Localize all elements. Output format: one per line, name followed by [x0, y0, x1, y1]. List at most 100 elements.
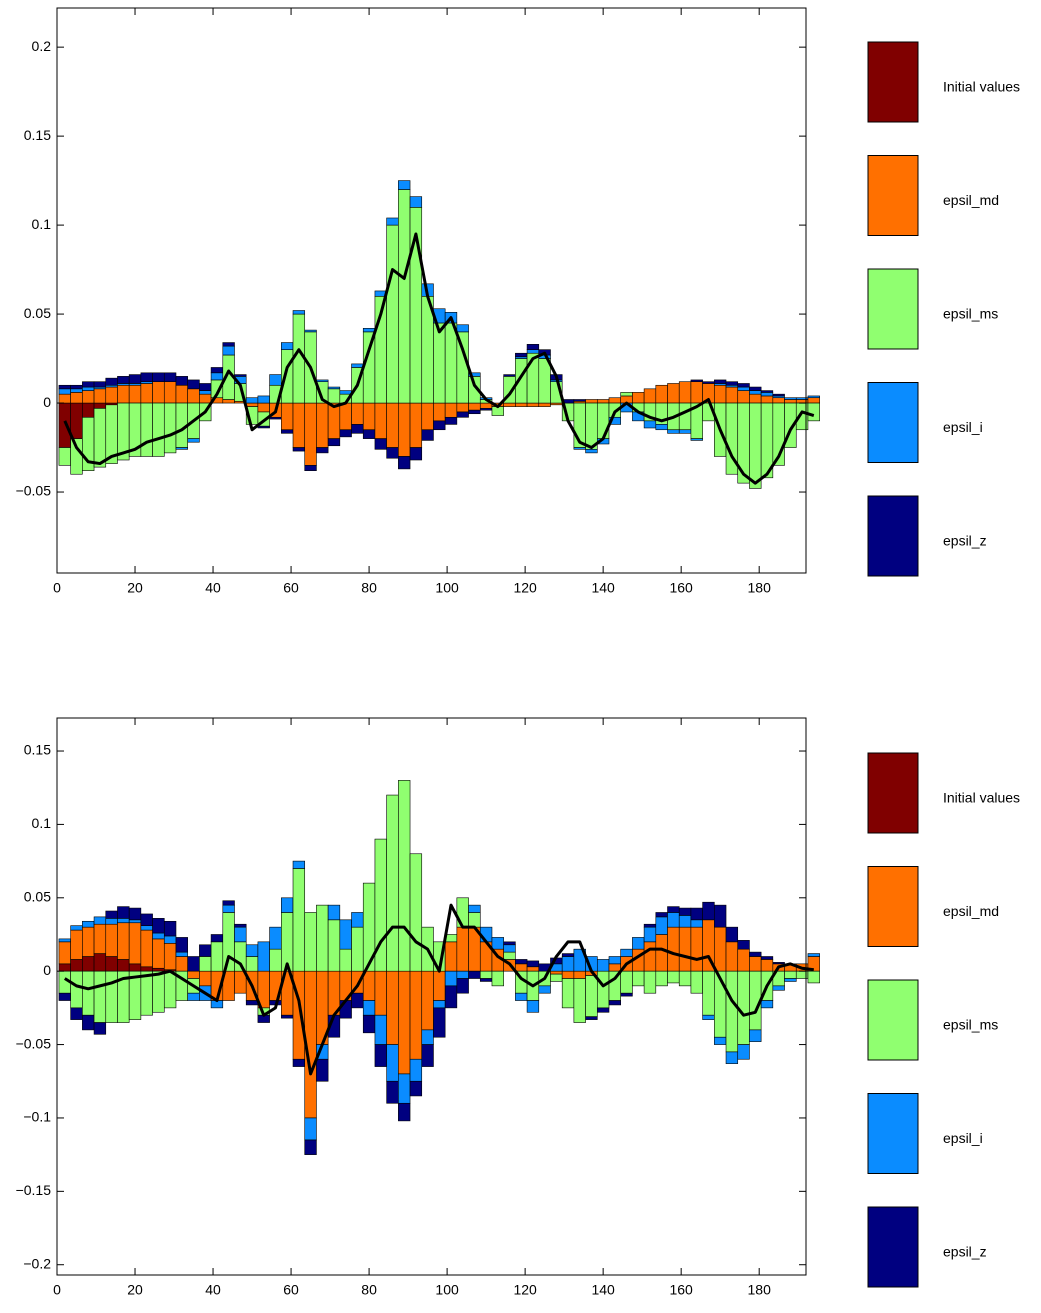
bar-segment — [456, 926, 469, 972]
bar-segment — [222, 900, 235, 906]
bar-segment — [374, 1044, 387, 1067]
bar-segment — [643, 926, 657, 943]
bar-segment — [351, 402, 364, 425]
x-tick-label: 180 — [748, 580, 772, 596]
bar-segment — [152, 967, 165, 972]
bar-segment — [409, 853, 423, 972]
bar-segment — [163, 372, 177, 383]
bar-segment — [374, 1014, 387, 1045]
bar-segment — [327, 402, 341, 439]
bar-segment — [444, 970, 458, 987]
x-tick-label: 180 — [748, 1282, 772, 1298]
bar-segment — [749, 956, 762, 972]
bar-segment — [678, 381, 692, 404]
bar-segment — [690, 381, 703, 404]
bar-segment — [702, 970, 715, 1016]
bar-segment — [620, 948, 633, 957]
bar-segment — [58, 402, 71, 448]
bar-segment — [620, 392, 633, 397]
y-tick-label: 0.05 — [24, 888, 51, 904]
bar-segment — [433, 970, 446, 1001]
bar-segment — [93, 408, 107, 468]
bar-segment — [292, 402, 306, 448]
bar-segment — [632, 970, 645, 987]
legend-swatch — [867, 866, 919, 947]
bar-segment — [515, 992, 528, 1001]
bar-segment — [187, 956, 200, 972]
bar-segment — [737, 1044, 750, 1060]
bar-segment — [222, 904, 235, 913]
bar-segment — [58, 992, 71, 1001]
bar-segment — [199, 383, 212, 391]
bar-segment — [573, 399, 586, 402]
bar-segment — [128, 919, 142, 924]
bar-segment — [468, 970, 481, 979]
bar-segment — [58, 388, 71, 395]
legend-label: Initial values — [943, 790, 1020, 806]
legend-swatch — [867, 382, 919, 463]
bar-segment — [667, 906, 680, 913]
bar-segment — [351, 363, 364, 368]
bar-segment — [82, 386, 95, 391]
bar-segment — [292, 1058, 306, 1067]
bar-segment — [561, 978, 575, 1009]
bar-segment — [772, 985, 785, 991]
bar-segment — [199, 944, 212, 957]
bar-segment — [760, 395, 774, 404]
bar-segment — [421, 429, 434, 441]
bar-segment — [702, 901, 715, 921]
bar-segment — [304, 329, 317, 333]
bar-segment — [222, 912, 235, 972]
y-tick-label: −0.2 — [23, 1255, 51, 1271]
bar-segment — [503, 951, 516, 960]
bar-segment — [690, 919, 703, 928]
bar-segment — [374, 438, 387, 450]
bar-segment — [421, 970, 434, 1031]
bar-segment — [245, 1000, 259, 1006]
bar-segment — [386, 447, 399, 459]
bar-segment — [257, 425, 270, 429]
bar-segment — [105, 923, 118, 957]
bar-segment — [316, 379, 329, 383]
bar-segment — [175, 376, 188, 386]
legend-swatch — [867, 979, 919, 1061]
x-tick-label: 120 — [513, 1282, 537, 1298]
bar-segment — [257, 395, 270, 404]
bar-segment — [444, 322, 458, 404]
bar-segment — [655, 916, 668, 935]
bar-segment — [585, 975, 598, 1017]
bar-segment — [152, 932, 165, 940]
bar-segment — [784, 978, 797, 982]
bar-segment — [362, 1014, 376, 1034]
bar-segment — [409, 1058, 423, 1082]
bar-segment — [82, 1014, 95, 1031]
bar-segment — [70, 929, 83, 960]
x-tick-label: 20 — [127, 1282, 143, 1298]
bar-segment — [105, 956, 118, 972]
bar-segment — [772, 962, 785, 965]
bar-segment — [409, 970, 423, 1060]
y-tick-label: 0.05 — [24, 305, 51, 321]
bar-segment — [596, 959, 610, 972]
bar-segment — [760, 1000, 774, 1009]
bar-segment — [128, 907, 142, 921]
bar-segment — [690, 926, 703, 972]
bar-segment — [93, 1022, 107, 1035]
bar-segment — [702, 1014, 715, 1020]
bar-segment — [561, 970, 575, 979]
bar-segment — [433, 420, 446, 431]
bar-segment — [58, 393, 71, 404]
bar-segment — [596, 399, 610, 404]
bar-segment — [210, 934, 224, 943]
bar-segment — [58, 447, 71, 466]
x-tick-label: 0 — [53, 1282, 61, 1298]
bar-segment — [292, 310, 306, 315]
bar-segment — [82, 390, 95, 404]
bar-segment — [222, 399, 235, 404]
bar-segment — [316, 1058, 329, 1082]
bar-segment — [643, 970, 657, 994]
bar-segment — [152, 381, 165, 404]
bar-segment — [105, 970, 118, 1023]
bar-segment — [386, 970, 399, 1045]
bar-segment — [398, 1073, 411, 1104]
